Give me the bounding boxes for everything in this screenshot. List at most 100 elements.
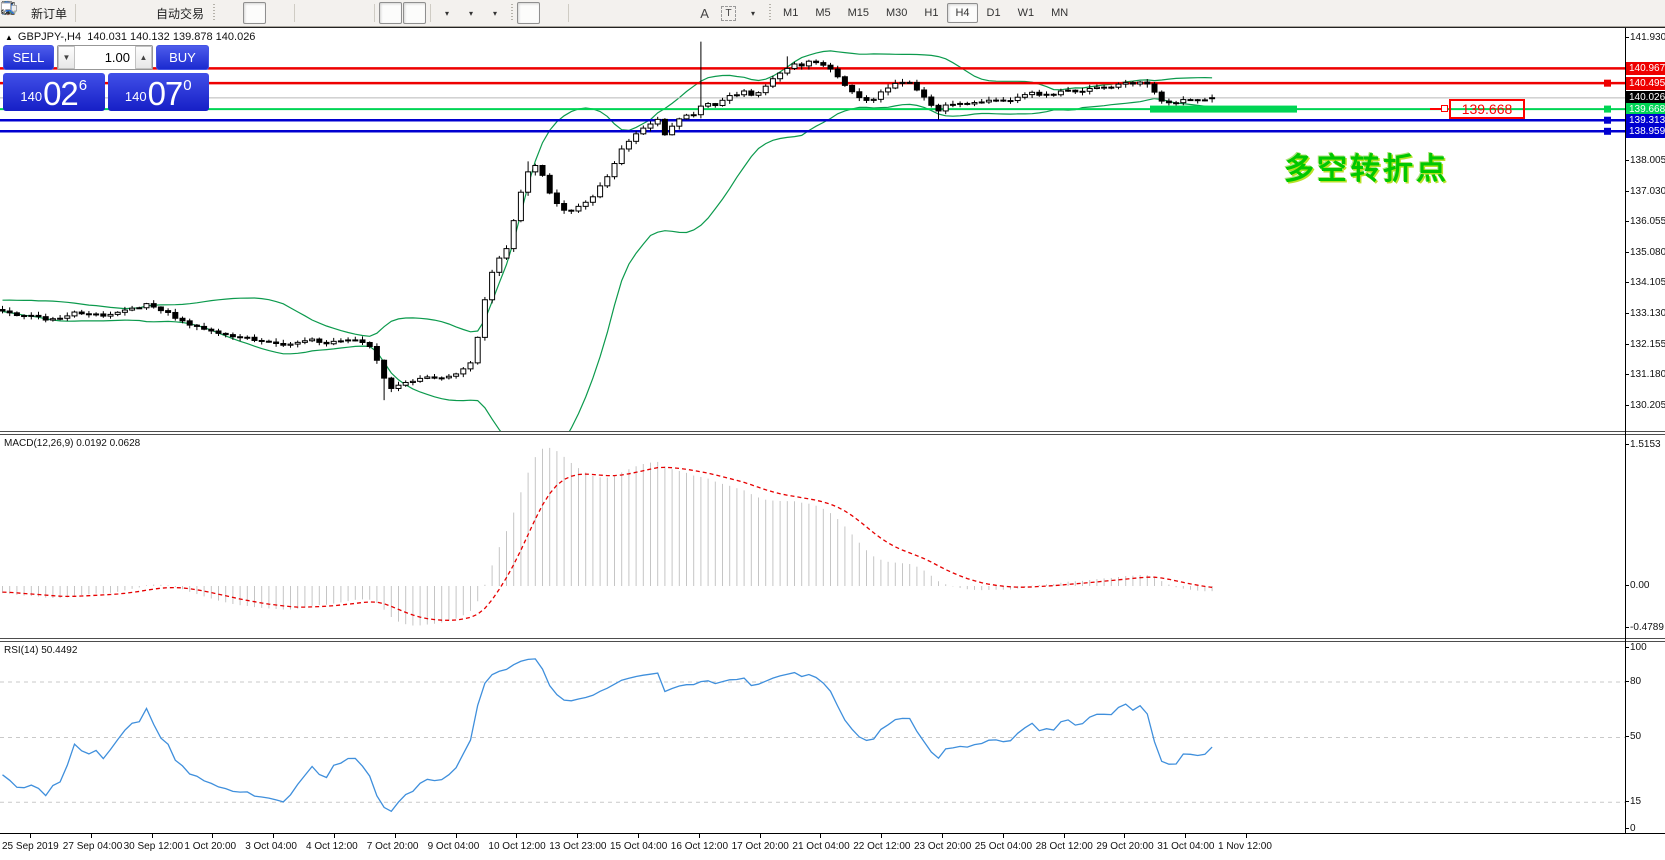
candle-body <box>366 341 373 347</box>
volume-input[interactable] <box>75 46 135 69</box>
time-tick <box>151 834 153 838</box>
candle-body <box>496 257 503 273</box>
signals-button[interactable] <box>3 2 151 24</box>
line-handle[interactable] <box>1604 127 1611 135</box>
candle-body <box>1158 91 1165 102</box>
time-label: 27 Sep 04:00 <box>62 841 123 852</box>
templates-button[interactable]: ▾ <box>1 2 506 24</box>
time-axis[interactable]: 25 Sep 2019 27 Sep 04:00 30 Sep 12:00 1 Oct… <box>0 833 1665 860</box>
volume-increase-button[interactable]: ▲ <box>135 46 152 69</box>
timeframe-m5-button[interactable]: M5 <box>815 7 831 19</box>
main-chart-pane[interactable]: ▲ GBPJPY-,H4 140.031 140.132 139.878 140… <box>0 28 1665 431</box>
bar-chart-button[interactable] <box>3 2 242 24</box>
auto-scroll-button[interactable] <box>2 1 403 24</box>
community-button[interactable] <box>1 1 127 24</box>
candle-body <box>352 339 359 342</box>
zoom-out-button[interactable] <box>1 1 346 24</box>
new-order-label: 新订单 <box>31 6 68 21</box>
candle-body <box>841 76 848 86</box>
line-handle[interactable] <box>1604 116 1611 124</box>
candle-body <box>64 315 71 319</box>
arrows-button[interactable]: ▾ <box>2 2 764 24</box>
time-label: 25 Sep 2019 <box>2 841 59 852</box>
fibonacci-button[interactable]: F <box>2 2 692 24</box>
candle-body <box>121 309 128 313</box>
candle-body <box>201 325 208 330</box>
timeframe-mn-button[interactable]: MN <box>1051 7 1069 19</box>
candle-body <box>1144 81 1151 85</box>
timeframe-w1-button[interactable]: W1 <box>1017 7 1035 19</box>
candle-body <box>337 340 344 343</box>
vertical-line-button[interactable] <box>7 2 596 24</box>
candle-body <box>1065 89 1072 92</box>
horizontal-line-button[interactable] <box>2 2 620 24</box>
price-tick-label: 131.180 <box>1624 369 1665 381</box>
timeframe-h4-button[interactable]: H4 <box>947 3 978 23</box>
buy-price-display[interactable]: 140 07 0 <box>107 73 209 111</box>
candle-body <box>928 96 935 106</box>
metaeditor-button[interactable] <box>2 0 103 24</box>
candle-body <box>690 114 697 117</box>
trendline-button[interactable] <box>2 2 644 24</box>
candle-body <box>129 307 136 311</box>
timeframe-h1-button[interactable]: H1 <box>924 7 939 19</box>
pane-divider[interactable] <box>0 431 1665 435</box>
time-tick <box>1002 834 1004 838</box>
price-tick-label: 141.930 <box>1624 32 1665 44</box>
price-badge: 140.967 <box>1626 61 1665 75</box>
chat-button[interactable] <box>1 2 1662 24</box>
candlestick-chart-button[interactable] <box>2 1 267 24</box>
collapse-icon[interactable]: ▲ <box>5 32 13 42</box>
price-tag-label[interactable]: 139.668 <box>1449 99 1525 119</box>
sell-button[interactable]: SELL <box>3 45 54 70</box>
tile-windows-button[interactable] <box>2 2 370 24</box>
crosshair-button[interactable] <box>1 1 564 24</box>
periods-button[interactable]: ▾ <box>1 1 482 24</box>
volume-decrease-button[interactable]: ▼ <box>58 46 75 69</box>
candle-body <box>719 99 726 107</box>
macd-pane[interactable]: MACD(12,26,9) 0.0192 0.0628 1.5153 0.00 -0… <box>0 435 1665 638</box>
timeframe-m15-button[interactable]: M15 <box>847 7 869 19</box>
line-chart-button[interactable] <box>1 2 290 24</box>
chart-shift-button[interactable] <box>2 1 427 24</box>
candle-body <box>517 191 524 222</box>
timeframe-d1-button[interactable]: D1 <box>986 7 1001 19</box>
bollinger-lower-band <box>2 97 1213 431</box>
price-chart-canvas[interactable] <box>0 28 1626 431</box>
candle-body <box>388 377 395 389</box>
timeframe-m30-button[interactable]: M30 <box>886 7 908 19</box>
search-button[interactable] <box>1 1 1638 24</box>
candle-body <box>964 102 971 105</box>
time-tick <box>212 834 214 838</box>
candle-body <box>553 192 560 205</box>
time-label: 1 Oct 20:00 <box>184 841 237 852</box>
text-button[interactable]: A <box>693 2 716 24</box>
equidistant-channel-button[interactable]: E <box>1 2 668 24</box>
buy-button[interactable]: BUY <box>156 45 209 70</box>
highlight-segment[interactable] <box>1150 105 1297 113</box>
rsi-pane[interactable]: RSI(14) 50.4492 100 80 50 15 0 <box>0 642 1665 834</box>
candle-body <box>93 313 100 316</box>
timeframe-m1-button[interactable]: M1 <box>783 7 799 19</box>
price-tag-anchor[interactable] <box>1441 105 1448 112</box>
cursor-button[interactable] <box>5 1 541 24</box>
toolbar-separator <box>294 4 296 22</box>
candle-body <box>1165 100 1172 104</box>
pane-divider[interactable] <box>0 638 1665 642</box>
text-label-button[interactable]: T <box>717 2 740 24</box>
candle-body <box>373 345 380 361</box>
zoom-in-button[interactable] <box>1 1 322 24</box>
toolbar: 新订单 自动交易 <box>0 0 1665 27</box>
candle-body <box>409 380 416 383</box>
turning-point-annotation[interactable]: 多空转折点 <box>1284 153 1449 186</box>
toolbar-separator <box>75 4 77 22</box>
candle-body <box>143 303 150 309</box>
indicators-button[interactable]: ▾ <box>0 2 458 24</box>
new-order-button[interactable]: 新订单 <box>2 1 71 24</box>
line-handle[interactable] <box>1604 105 1611 113</box>
autotrading-button[interactable]: 自动交易 <box>1 2 208 24</box>
sell-price-display[interactable]: 140 02 6 <box>3 73 105 111</box>
candle-body <box>561 203 568 211</box>
line-handle[interactable] <box>1604 79 1611 87</box>
